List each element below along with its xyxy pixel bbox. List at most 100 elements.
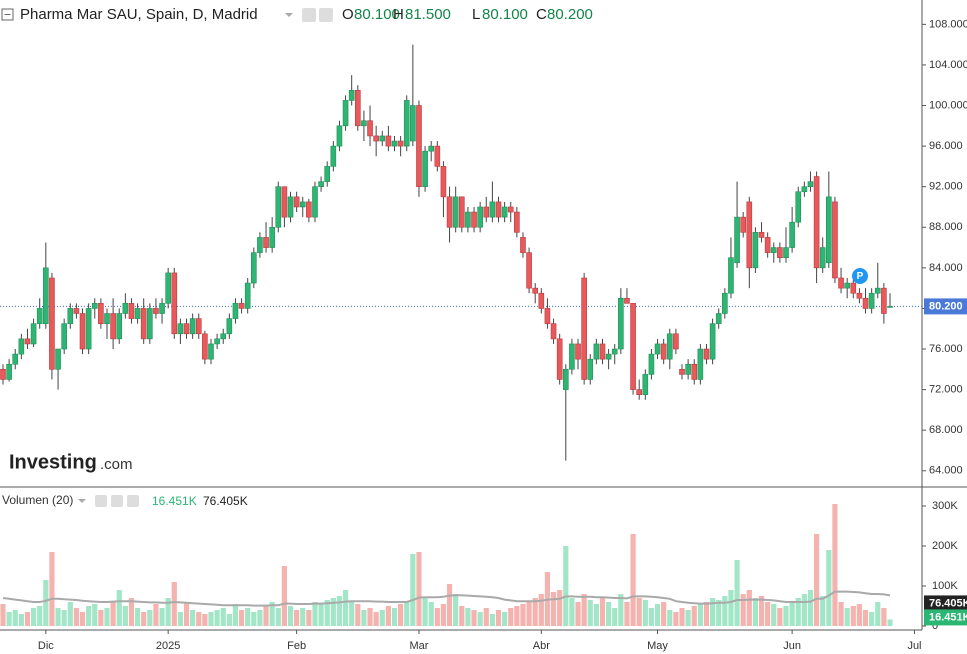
candle-body — [422, 150, 428, 187]
volume-tick-label: 200K — [932, 540, 958, 552]
refresh-icon[interactable] — [319, 8, 333, 22]
candle-body — [244, 282, 251, 309]
candle-body — [177, 323, 184, 335]
volume-bar — [128, 598, 135, 626]
candle-body — [679, 369, 685, 375]
volume-bar — [79, 612, 86, 626]
candle-body — [379, 135, 386, 142]
volume-bar — [746, 590, 752, 626]
candle-body — [67, 308, 74, 324]
volume-bar — [673, 612, 679, 626]
volume-bar — [18, 614, 24, 626]
candle-body — [722, 292, 728, 314]
volume-bar — [202, 614, 208, 626]
candle-body — [214, 338, 220, 345]
volume-bar — [300, 608, 306, 626]
volume-bar — [349, 602, 355, 626]
close-value: 80.200 — [547, 6, 593, 23]
candle-body — [850, 282, 857, 294]
candle-body — [471, 211, 477, 228]
candle-body — [208, 343, 214, 360]
close-icon[interactable] — [127, 495, 139, 507]
candle-body — [618, 297, 624, 350]
candle-body — [416, 105, 422, 187]
volume-bar — [606, 602, 612, 626]
volume-bar — [49, 552, 55, 626]
candle-body — [391, 140, 398, 147]
volume-bar — [654, 604, 661, 626]
collapse-icon[interactable] — [1, 8, 14, 21]
volume-bar — [355, 604, 361, 626]
candle-body — [715, 313, 722, 324]
x-tick-label: 2025 — [156, 640, 180, 652]
volume-bar — [832, 504, 838, 626]
candle-body — [122, 303, 129, 314]
candle-body — [758, 232, 765, 238]
candle-body — [61, 323, 67, 350]
volume-bar — [483, 608, 489, 626]
candle-body — [354, 89, 361, 127]
candle-body — [483, 206, 490, 218]
last-price-box — [924, 298, 967, 315]
candle-body — [685, 363, 691, 375]
candle-body — [324, 166, 331, 182]
y-tick-label: 104.000 — [929, 59, 967, 71]
candle-body — [24, 338, 31, 345]
candle-body — [801, 186, 808, 193]
candle-body — [85, 308, 92, 350]
candle-body — [226, 318, 233, 335]
settings-icon[interactable] — [95, 495, 107, 507]
candle-body — [770, 247, 777, 253]
volume-bar — [862, 610, 869, 626]
candle-body — [373, 135, 379, 142]
volume-bar — [67, 602, 73, 626]
candle-body — [740, 216, 746, 233]
candle-body — [12, 353, 19, 365]
refresh-icon[interactable] — [111, 495, 123, 507]
candle-body — [477, 206, 483, 228]
candle-body — [361, 120, 367, 127]
volume-bar — [771, 604, 777, 626]
candle-body — [630, 303, 636, 390]
volume-bar — [856, 604, 863, 626]
candle-body — [526, 252, 532, 289]
candle-body — [550, 323, 557, 340]
volume-tick-label: 300K — [932, 500, 958, 512]
candle-body — [263, 237, 269, 248]
candle-body — [110, 313, 116, 340]
volume-bar — [734, 560, 740, 626]
volume-bar — [379, 610, 385, 626]
volume-bar — [508, 608, 514, 626]
candle-body — [832, 201, 838, 279]
x-tick-label: Jun — [783, 640, 801, 652]
volume-bar — [459, 606, 465, 626]
candle-body — [159, 303, 165, 314]
candle-body — [434, 145, 441, 167]
volume-bar — [667, 610, 673, 626]
volume-bar — [122, 606, 128, 626]
volume-bar — [30, 608, 37, 626]
candle-body — [104, 313, 110, 324]
candle-body — [238, 303, 245, 309]
volume-bar — [190, 610, 196, 626]
candle-body — [458, 196, 465, 228]
open-label: O — [342, 6, 354, 23]
settings-icon[interactable] — [302, 8, 316, 22]
volume-bar — [434, 608, 440, 626]
volume-bar — [844, 608, 850, 626]
candle-body — [465, 211, 471, 228]
candle-body — [299, 201, 306, 208]
candle-body — [691, 363, 698, 380]
dropdown-icon[interactable] — [78, 499, 86, 503]
dropdown-icon[interactable] — [285, 13, 293, 17]
candle-body — [91, 303, 98, 309]
volume-bar — [685, 610, 691, 626]
volume-last-box — [924, 609, 967, 626]
volume-bar — [92, 604, 98, 626]
candle-body — [611, 348, 618, 355]
candle-body — [826, 196, 832, 264]
candle-body — [868, 292, 875, 309]
volume-bar — [563, 546, 569, 626]
candle-body — [116, 313, 123, 340]
volume-bar — [661, 602, 667, 626]
